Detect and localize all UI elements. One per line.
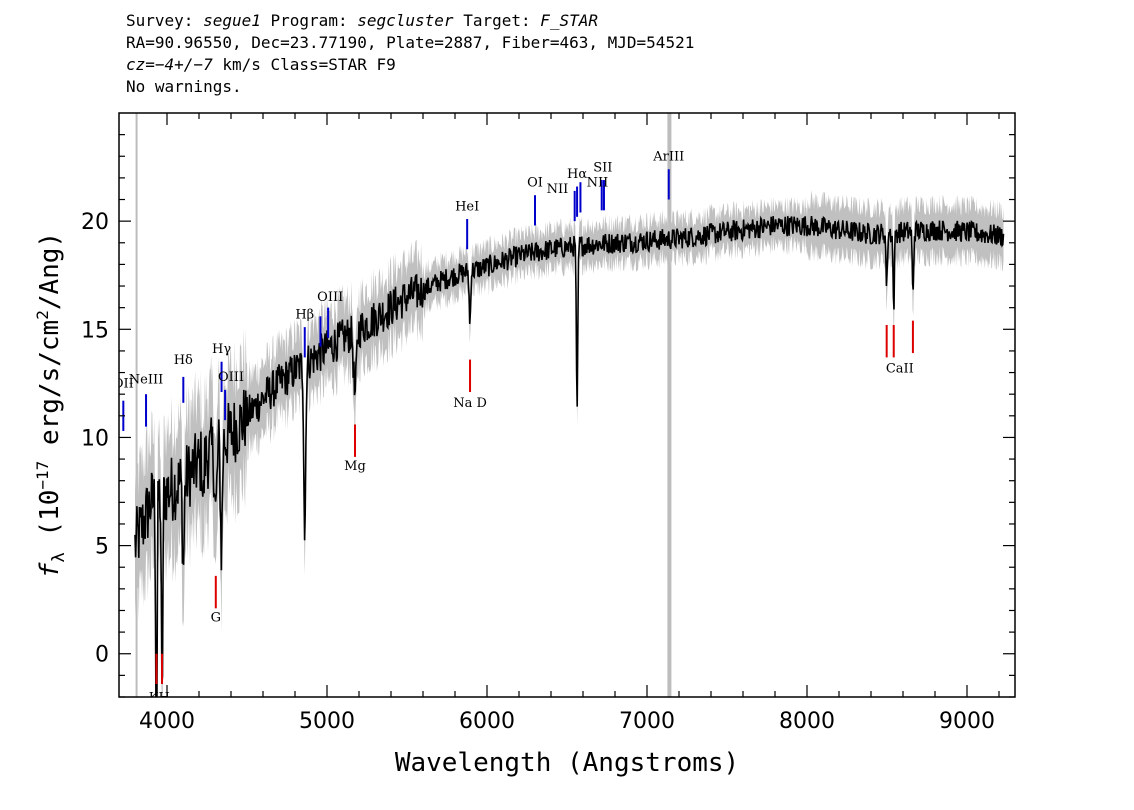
x-tick-label: 5000	[299, 709, 355, 734]
x-tick-label: 9000	[939, 709, 995, 734]
absorption-line-label: Mg	[344, 459, 366, 474]
program-value: segcluster	[357, 11, 454, 30]
survey-label: Survey:	[126, 11, 194, 30]
x-tick-label: 8000	[779, 709, 835, 734]
emission-line-label: HeI	[455, 199, 479, 214]
survey-value: segue1	[203, 11, 261, 30]
emission-line-label: OIII	[218, 370, 244, 385]
ylabel-pre: (10	[35, 490, 65, 553]
flux-error-band	[135, 190, 1004, 697]
ylabel-mid: erg/s/cm	[35, 320, 65, 461]
ylabel-exp1: −17	[33, 461, 52, 490]
emission-line-label: NeIII	[129, 372, 163, 387]
plot-frame	[118, 112, 1016, 698]
emission-line-label: SII	[593, 160, 612, 175]
emission-line-label: Hβ	[295, 307, 314, 322]
absorption-line-label: KH	[149, 690, 170, 705]
ylabel-f: f	[35, 562, 65, 578]
header-line-warnings: No warnings.	[126, 77, 242, 96]
emission-line-label: NII	[547, 182, 569, 197]
emission-line-label: NII	[587, 176, 609, 191]
x-tick-label: 6000	[459, 709, 515, 734]
axis-ticks	[119, 113, 1015, 698]
target-value: F_STAR	[540, 11, 599, 30]
emission-line-label: Hγ	[212, 342, 231, 357]
x-tick-label: 7000	[619, 709, 675, 734]
header-line-redshift: cz=−4+/−7 km/s Class=STAR F9	[126, 54, 694, 76]
y-tick-label: 10	[81, 426, 109, 451]
absorption-line-label: Na D	[453, 396, 487, 411]
absorption-line-label: CaII	[886, 362, 914, 377]
y-tick-label: 0	[95, 643, 109, 668]
emission-line-label: Hα	[567, 167, 587, 182]
emission-line-label: OI	[527, 176, 543, 191]
y-tick-label: 5	[95, 535, 109, 560]
y-tick-label: 15	[81, 318, 109, 343]
x-tick-label: 4000	[139, 709, 195, 734]
ylabel-post: /Ang)	[35, 232, 65, 310]
y-tick-label: 20	[81, 210, 109, 235]
header-line-survey: Survey: segue1 Program: segcluster Targe…	[126, 10, 694, 32]
flux-line	[134, 215, 1005, 697]
emission-line-label: OIII	[317, 290, 343, 305]
program-label: Program:	[270, 11, 348, 30]
absorption-line-label: G	[211, 610, 221, 625]
emission-line-label: ArIII	[652, 150, 684, 165]
ylabel-exp2: 2	[33, 310, 52, 320]
emission-line-label: Hδ	[174, 353, 193, 368]
x-tick-labels: 4000 5000 6000 7000 8000 9000	[139, 709, 995, 734]
y-tick-labels: 0 5 10 15 20	[81, 210, 109, 668]
ylabel-sub: λ	[49, 552, 69, 562]
y-axis-title: fλ (10−17 erg/s/cm2/Ang)	[33, 232, 69, 578]
cz-value: cz=−4+/−7	[126, 55, 213, 74]
target-label: Target:	[463, 11, 531, 30]
class-value: km/s Class=STAR F9	[212, 55, 396, 74]
header-line-coordinates: RA=90.96550, Dec=23.77190, Plate=2887, F…	[126, 33, 695, 52]
spectrum-header: Survey: segue1 Program: segcluster Targe…	[126, 10, 694, 98]
emission-line-label: OII	[113, 377, 134, 392]
x-axis-title: Wavelength (Angstroms)	[395, 748, 739, 778]
